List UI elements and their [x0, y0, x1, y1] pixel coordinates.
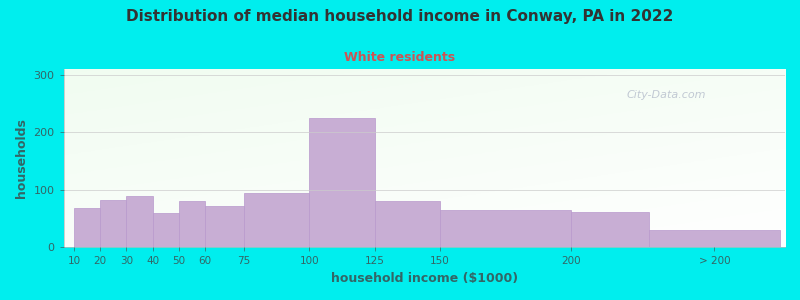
Bar — [178, 201, 205, 248]
Bar — [205, 206, 244, 248]
Bar — [100, 200, 126, 248]
Text: White residents: White residents — [345, 51, 455, 64]
Bar — [570, 212, 649, 247]
Bar — [374, 201, 440, 248]
X-axis label: household income ($1000): household income ($1000) — [330, 272, 518, 285]
Text: City-Data.com: City-Data.com — [626, 90, 706, 100]
Bar — [153, 213, 178, 248]
Text: Distribution of median household income in Conway, PA in 2022: Distribution of median household income … — [126, 9, 674, 24]
Bar — [244, 193, 310, 247]
Y-axis label: households: households — [15, 118, 28, 198]
Bar — [126, 196, 153, 247]
Bar — [649, 230, 780, 247]
Bar — [74, 208, 100, 248]
Bar — [310, 118, 374, 248]
Bar — [440, 210, 570, 248]
